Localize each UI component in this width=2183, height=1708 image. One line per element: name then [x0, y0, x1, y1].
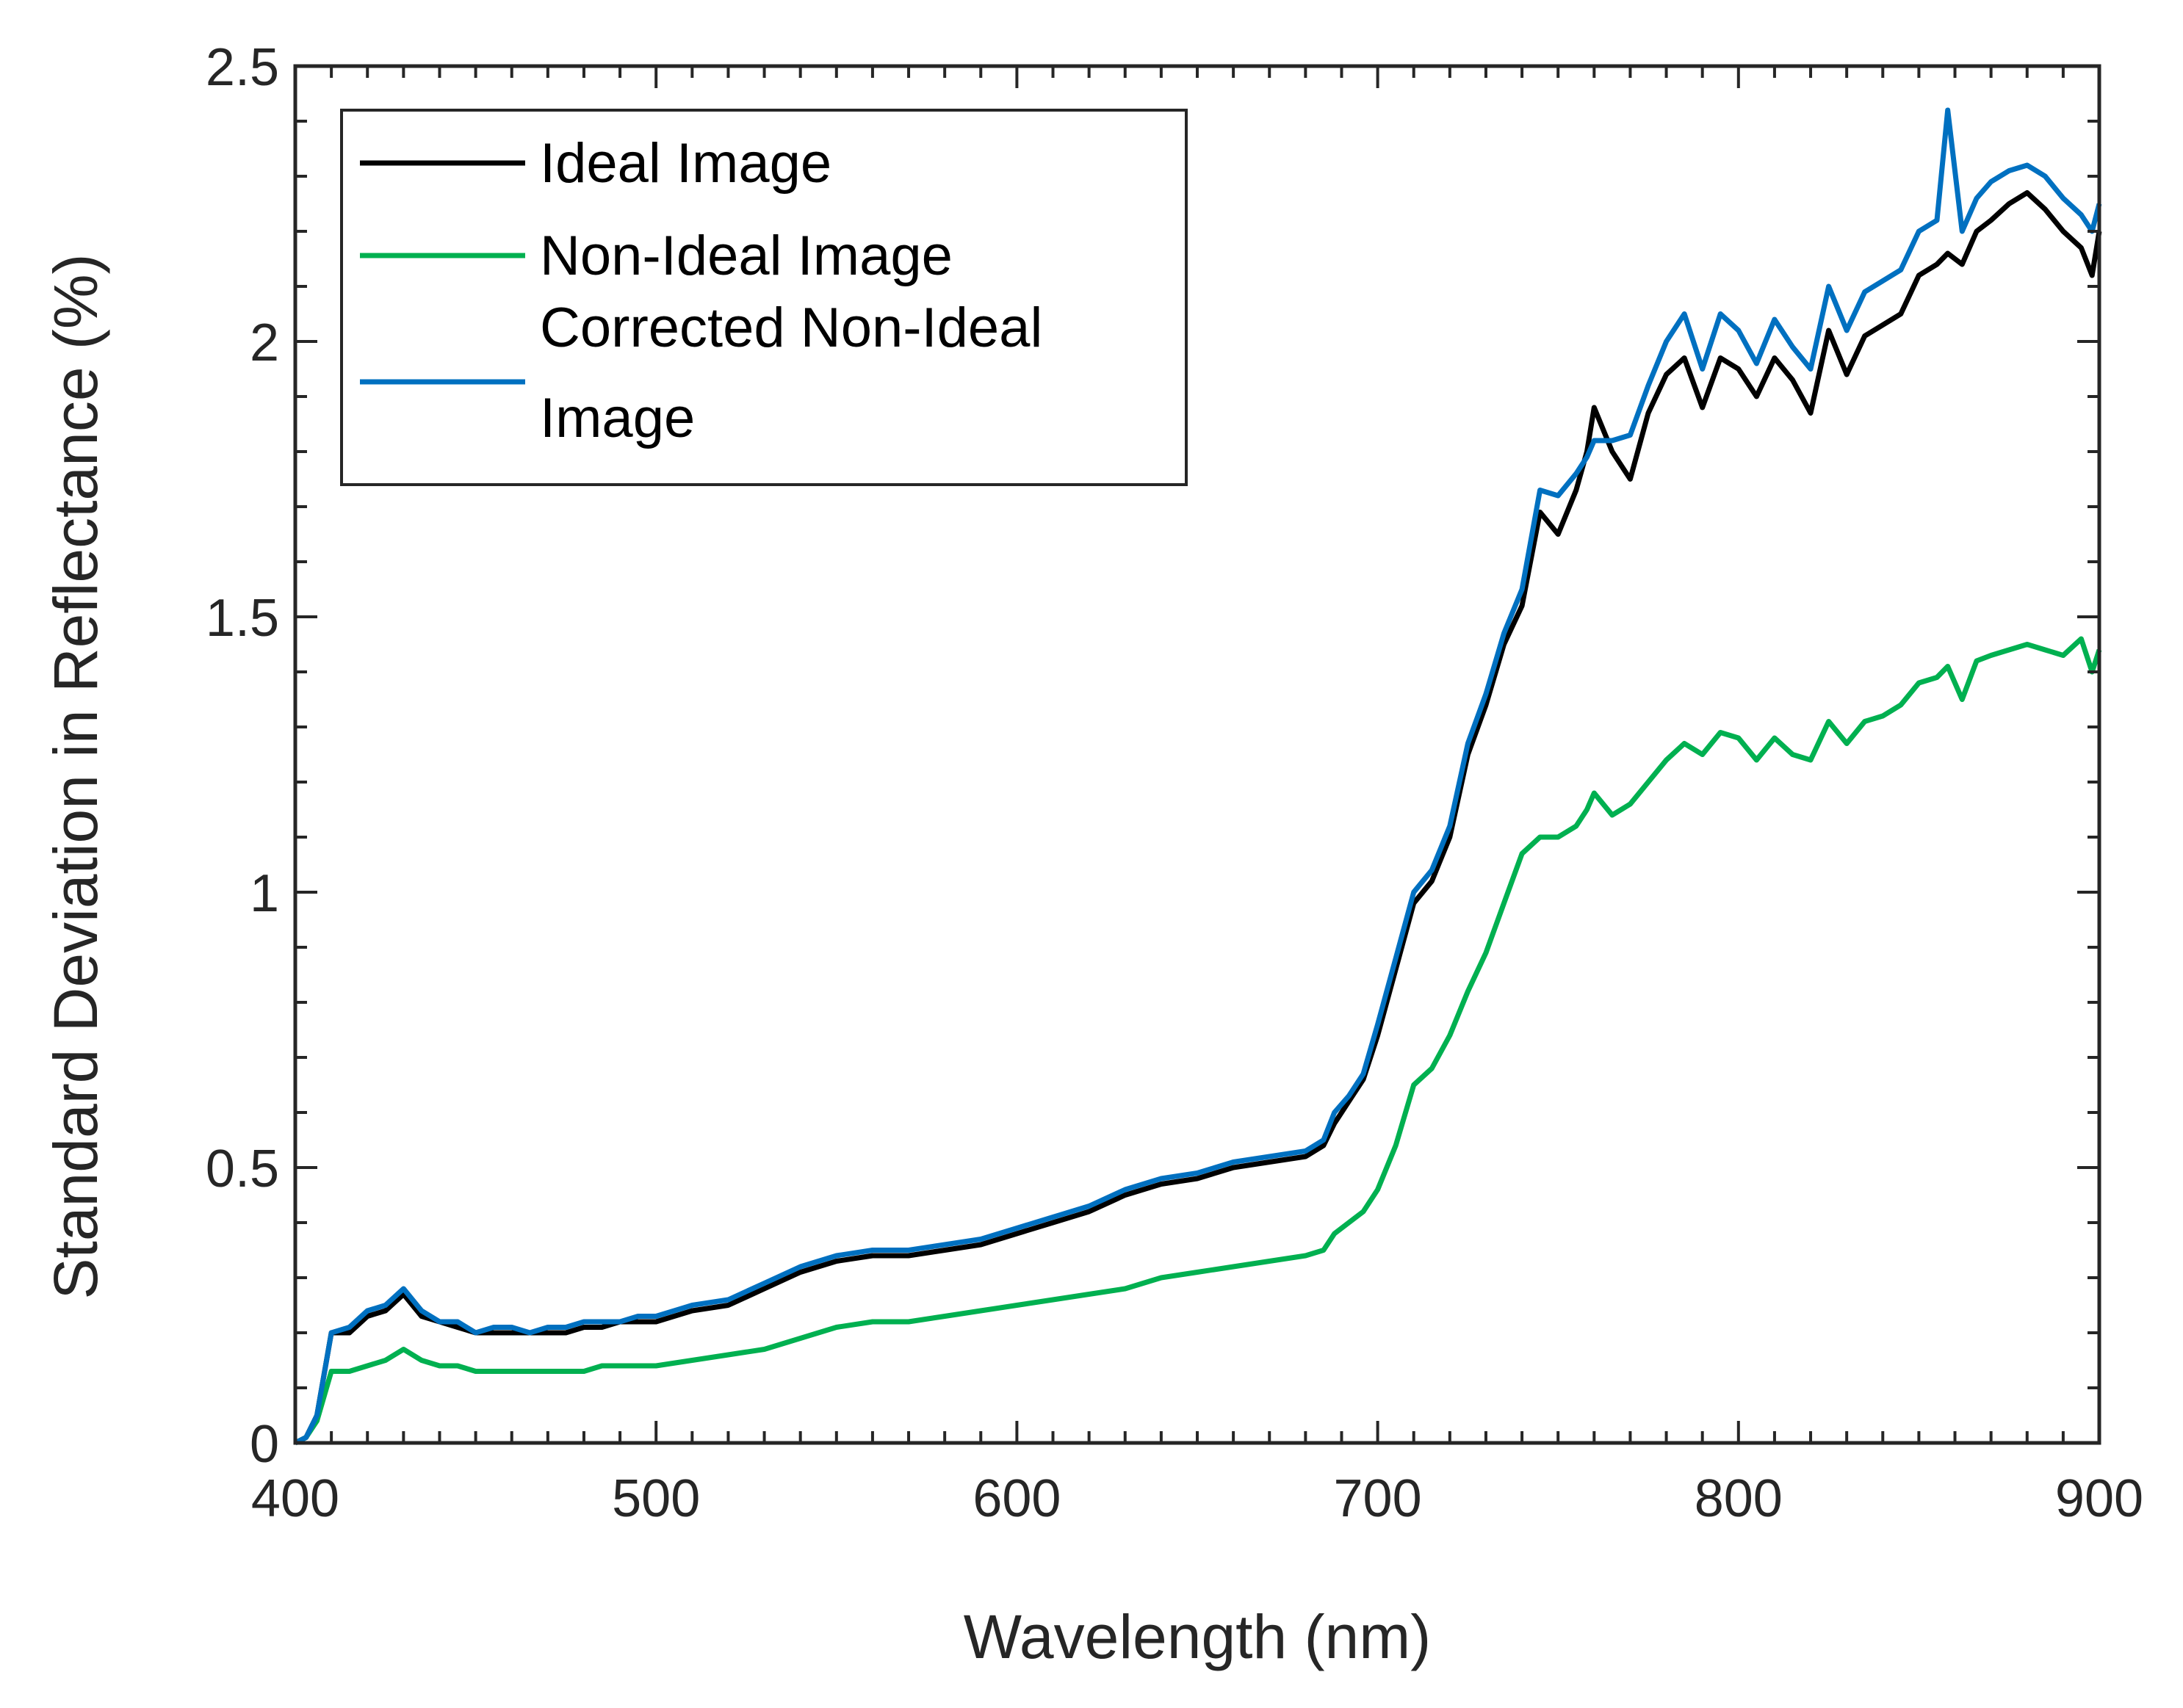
x-tick-label: 400: [251, 1469, 339, 1528]
legend: Ideal Image Non-Ideal Image Corrected No…: [340, 109, 1188, 486]
x-tick-label: 700: [1334, 1469, 1422, 1528]
legend-label-corrected: Corrected Non-Ideal Image: [540, 297, 1058, 449]
y-tick-label: 0.5: [206, 1140, 279, 1198]
x-tick-label: 500: [612, 1469, 700, 1528]
legend-label-corrected-line1: Corrected Non-Ideal: [540, 297, 1042, 359]
tick-labels: 400 500 600 700 800 900 0 0.5 1 1.5 2 2.5: [206, 38, 2143, 1528]
axes-box: [293, 64, 2101, 1445]
legend-label-corrected-line2: Image: [540, 387, 695, 449]
x-tick-label: 900: [2055, 1469, 2143, 1528]
y-tick-label: 2: [250, 314, 279, 372]
y-axis-label: Standard Deviation in Reflectance (%): [41, 253, 110, 1299]
y-tick-label: 2.5: [206, 38, 279, 97]
x-axis-label: Wavelength (nm): [964, 1602, 1431, 1671]
series-line-1: [294, 636, 2102, 1446]
x-tick-label: 600: [973, 1469, 1061, 1528]
y-tick-label: 0: [250, 1415, 279, 1474]
x-tick-label: 800: [1695, 1469, 1783, 1528]
axis-ticks: [294, 65, 2101, 1444]
legend-label-non-ideal: Non-Ideal Image: [540, 225, 953, 287]
legend-box: [340, 109, 1188, 486]
legend-label-ideal: Ideal Image: [540, 132, 831, 195]
series-line-2: [294, 107, 2102, 1446]
y-tick-label: 1.5: [206, 589, 279, 648]
series-layer: [294, 107, 2102, 1446]
y-tick-label: 1: [250, 864, 279, 923]
